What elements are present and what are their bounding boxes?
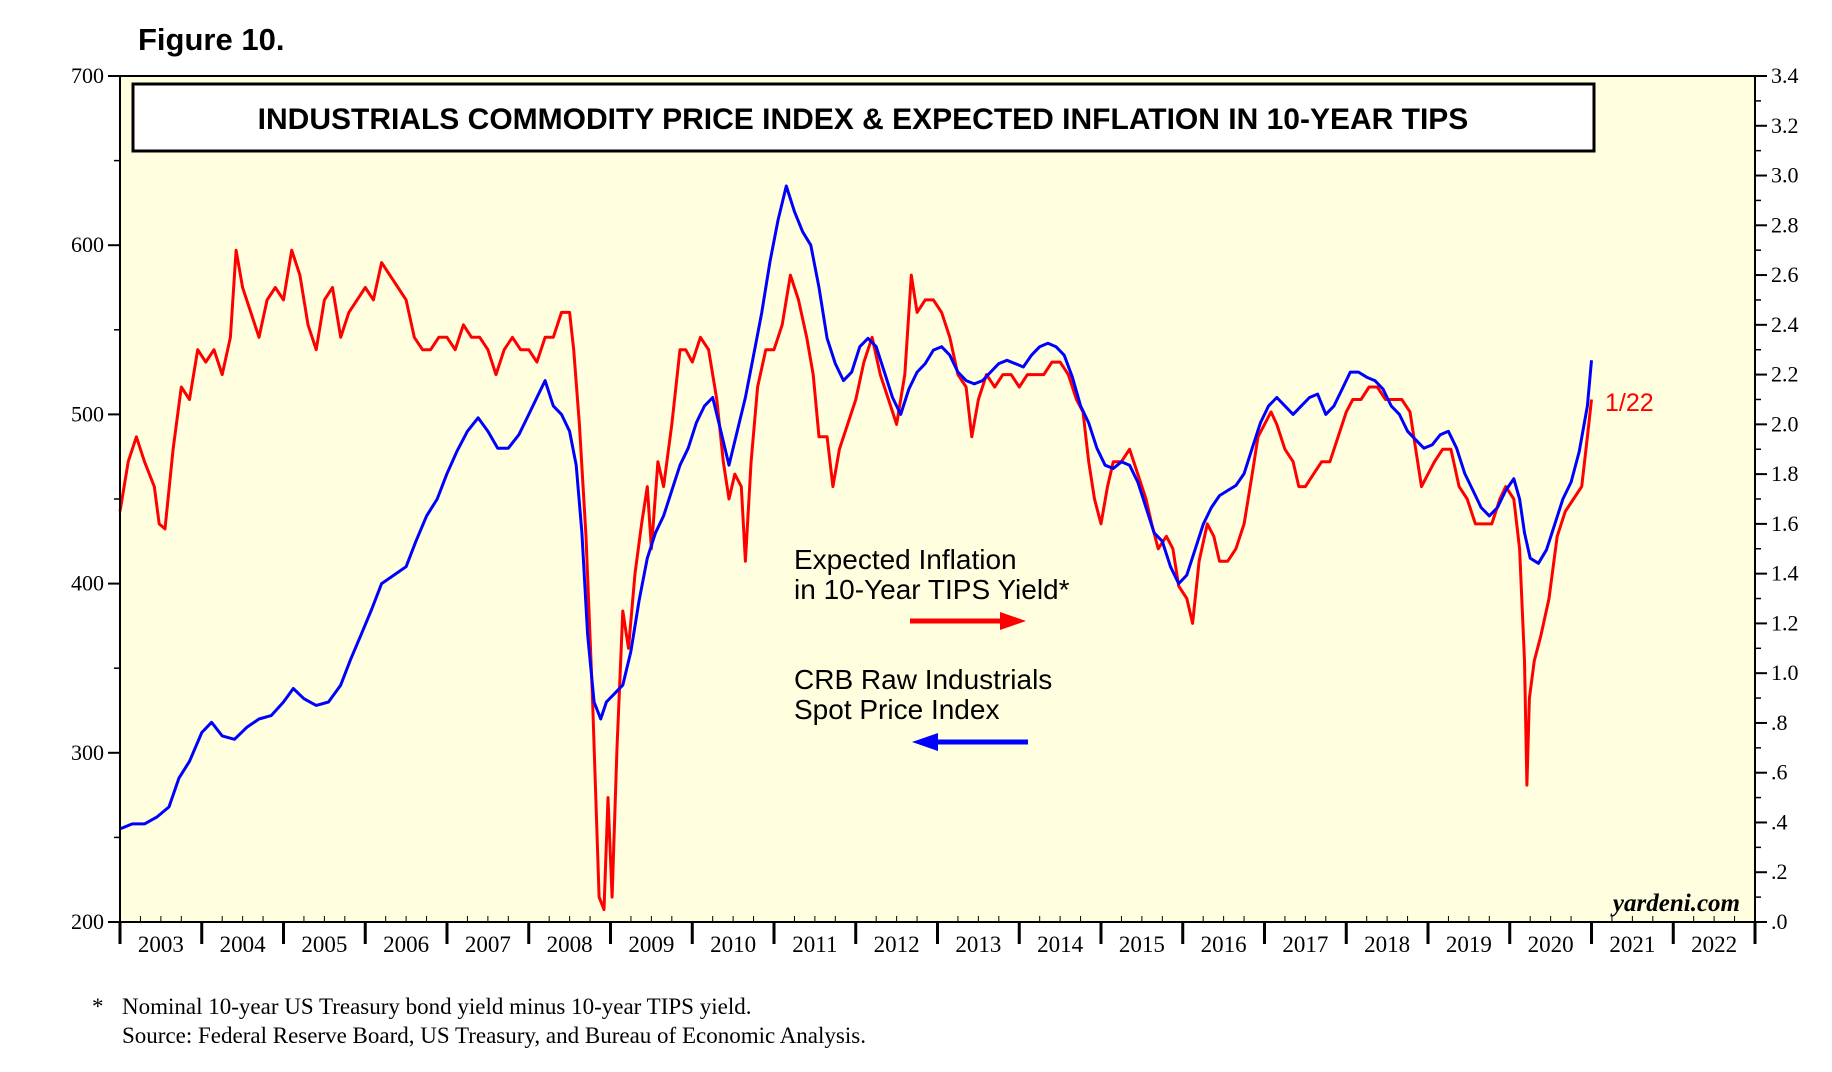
left-tick-label: 700 [71, 63, 104, 88]
year-label: 2017 [1282, 932, 1328, 957]
footnote-text-1: Nominal 10-year US Treasury bond yield m… [122, 994, 752, 1019]
year-label: 2009 [628, 932, 674, 957]
year-label: 2016 [1201, 932, 1247, 957]
credit-text: yardeni.com [1610, 890, 1740, 917]
footnote: * Nominal 10-year US Treasury bond yield … [92, 992, 866, 1050]
year-label: 2007 [465, 932, 511, 957]
year-label: 2005 [301, 932, 347, 957]
right-axis: .0 .2 .4 .6 .8 1.0 1.2 1.4 1.6 1.8 2.0 2.2 2.4 2.6 2.8… [1755, 63, 1799, 934]
year-label: 2010 [710, 932, 756, 957]
right-tick-label: 1.0 [1771, 660, 1799, 685]
right-tick-label: .4 [1771, 809, 1788, 834]
left-tick-label: 300 [71, 740, 104, 765]
left-tick-label: 600 [71, 232, 104, 257]
year-label: 2006 [383, 932, 429, 957]
year-label: 2012 [874, 932, 920, 957]
left-axis: 200 300 400 500 600 700 [71, 63, 120, 934]
annotation-inflation-line1: Expected Inflation [794, 544, 1017, 575]
right-tick-label: 2.8 [1771, 212, 1799, 237]
right-arrow-head-icon [1000, 612, 1026, 630]
footnote-line-2: Source: Federal Reserve Board, US Treasu… [122, 1023, 866, 1048]
left-tick-label: 500 [71, 401, 104, 426]
plot-background [120, 76, 1755, 922]
annotation-inflation-line2: in 10-Year TIPS Yield* [794, 574, 1070, 605]
right-tick-label: 2.0 [1771, 411, 1799, 436]
right-tick-label: 2.4 [1771, 312, 1799, 337]
annotation-inflation: Expected Inflation in 10-Year TIPS Yield… [794, 544, 1070, 630]
right-tick-label: 3.2 [1771, 113, 1799, 138]
annotation-crb: CRB Raw Industrials Spot Price Index [794, 664, 1052, 751]
year-label: 2004 [220, 932, 267, 957]
x-axis: 2003 2004 2005 2006 2007 2008 2009 2010 2011 2012… [118, 916, 1757, 957]
year-label: 2021 [1609, 932, 1655, 957]
year-label: 2020 [1528, 932, 1574, 957]
right-tick-label: 3.4 [1771, 63, 1799, 88]
left-arrow-head-icon [912, 733, 938, 751]
annotation-crb-line2: Spot Price Index [794, 694, 999, 725]
year-label: 2019 [1446, 932, 1492, 957]
right-tick-label: .0 [1771, 909, 1788, 934]
year-label: 2008 [547, 932, 593, 957]
year-label: 2022 [1691, 932, 1737, 957]
crb-series-line [119, 184, 1593, 831]
left-tick-label: 400 [71, 571, 104, 596]
right-tick-label: 1.8 [1771, 461, 1799, 486]
year-label: 2015 [1119, 932, 1165, 957]
inflation-series-line [118, 248, 1593, 912]
right-tick-label: 1.6 [1771, 511, 1799, 536]
right-tick-label: .8 [1771, 710, 1788, 735]
right-tick-label: .6 [1771, 760, 1788, 785]
figure-label: Figure 10. [138, 22, 285, 57]
year-label: 2011 [792, 932, 837, 957]
footnote-line-1: * Nominal 10-year US Treasury bond yield … [92, 992, 866, 1021]
right-tick-label: 1.4 [1771, 561, 1799, 586]
right-tick-label: 2.2 [1771, 362, 1799, 387]
right-tick-label: 1.2 [1771, 610, 1799, 635]
series-lines [118, 184, 1593, 912]
chart-title: INDUSTRIALS COMMODITY PRICE INDEX & EXPE… [258, 103, 1469, 136]
plot-frame [119, 75, 1756, 923]
title-box [131, 82, 1596, 153]
right-tick-label: 2.6 [1771, 262, 1799, 287]
annotation-crb-line1: CRB Raw Industrials [794, 664, 1052, 695]
right-tick-label: .2 [1771, 859, 1788, 884]
footnote-mark: * [92, 994, 104, 1019]
year-label: 2003 [138, 932, 184, 957]
year-label: 2013 [955, 932, 1001, 957]
right-tick-label: 3.0 [1771, 163, 1799, 188]
last-value-label: 1/22 [1605, 389, 1654, 417]
year-label: 2014 [1037, 932, 1084, 957]
chart: 200 300 400 500 600 700 .0 .2 .4 .6 .8 1.0 1.2 1.4 1.… [71, 63, 1799, 957]
left-tick-label: 200 [71, 909, 104, 934]
year-label: 2018 [1364, 932, 1410, 957]
